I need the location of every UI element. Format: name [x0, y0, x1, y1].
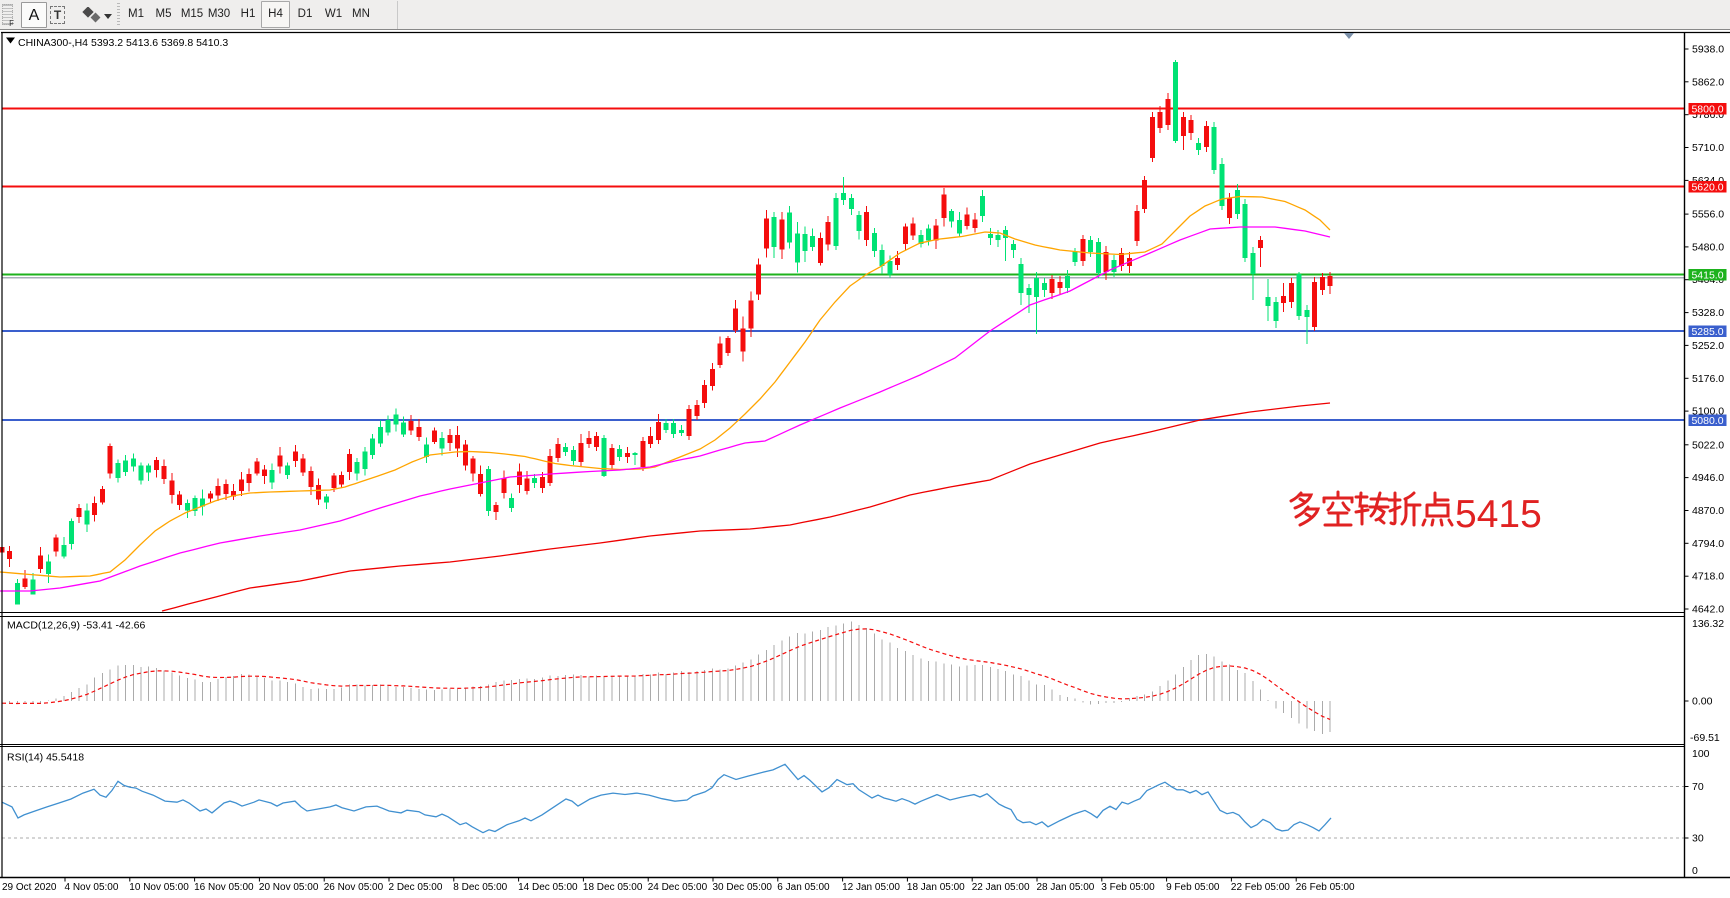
- svg-text:18 Dec 05:00: 18 Dec 05:00: [583, 882, 643, 893]
- svg-text:6 Jan 05:00: 6 Jan 05:00: [777, 882, 830, 893]
- svg-text:5328.0: 5328.0: [1692, 307, 1724, 319]
- svg-text:26 Nov 05:00: 26 Nov 05:00: [324, 882, 384, 893]
- svg-text:100: 100: [1692, 748, 1710, 760]
- svg-text:5800.0: 5800.0: [1691, 104, 1723, 116]
- svg-text:4718.0: 4718.0: [1692, 571, 1724, 583]
- svg-text:5862.0: 5862.0: [1692, 76, 1724, 88]
- svg-text:CHINA300-,H4: CHINA300-,H4: [18, 37, 88, 49]
- svg-text:RSI(14) 45.5418: RSI(14) 45.5418: [7, 752, 84, 764]
- svg-text:4946.0: 4946.0: [1692, 472, 1724, 484]
- svg-text:18 Jan 05:00: 18 Jan 05:00: [907, 882, 965, 893]
- svg-text:5710.0: 5710.0: [1692, 142, 1724, 154]
- svg-text:8 Dec 05:00: 8 Dec 05:00: [453, 882, 507, 893]
- svg-text:70: 70: [1692, 781, 1704, 793]
- svg-text:5285.0: 5285.0: [1691, 326, 1723, 338]
- svg-text:10 Nov 05:00: 10 Nov 05:00: [129, 882, 189, 893]
- svg-text:2 Dec 05:00: 2 Dec 05:00: [389, 882, 443, 893]
- svg-text:5620.0: 5620.0: [1691, 182, 1723, 194]
- svg-text:5393.2 5413.6 5369.8 5410.3: 5393.2 5413.6 5369.8 5410.3: [91, 37, 228, 49]
- svg-text:4794.0: 4794.0: [1692, 538, 1724, 550]
- svg-text:29 Oct 2020: 29 Oct 2020: [2, 882, 57, 893]
- svg-text:22 Jan 05:00: 22 Jan 05:00: [972, 882, 1030, 893]
- svg-text:14 Dec 05:00: 14 Dec 05:00: [518, 882, 578, 893]
- svg-text:136.32: 136.32: [1692, 618, 1724, 630]
- svg-text:30: 30: [1692, 833, 1704, 845]
- svg-text:24 Dec 05:00: 24 Dec 05:00: [648, 882, 708, 893]
- svg-text:5480.0: 5480.0: [1692, 241, 1724, 253]
- svg-text:5415: 5415: [1455, 493, 1542, 536]
- svg-text:28 Jan 05:00: 28 Jan 05:00: [1037, 882, 1095, 893]
- svg-text:5415.0: 5415.0: [1691, 270, 1723, 282]
- svg-text:26 Feb 05:00: 26 Feb 05:00: [1296, 882, 1355, 893]
- svg-text:0.00: 0.00: [1692, 696, 1713, 708]
- svg-text:9 Feb 05:00: 9 Feb 05:00: [1166, 882, 1220, 893]
- svg-text:30 Dec 05:00: 30 Dec 05:00: [713, 882, 773, 893]
- svg-text:5252.0: 5252.0: [1692, 340, 1724, 352]
- svg-text:5176.0: 5176.0: [1692, 373, 1724, 385]
- svg-text:5022.0: 5022.0: [1692, 439, 1724, 451]
- svg-text:-69.51: -69.51: [1690, 732, 1720, 744]
- svg-text:4642.0: 4642.0: [1692, 604, 1724, 616]
- svg-text:0: 0: [1692, 865, 1698, 877]
- svg-text:MACD(12,26,9) -53.41 -42.66: MACD(12,26,9) -53.41 -42.66: [7, 620, 145, 632]
- svg-text:3 Feb 05:00: 3 Feb 05:00: [1101, 882, 1155, 893]
- svg-text:4 Nov 05:00: 4 Nov 05:00: [65, 882, 119, 893]
- svg-text:22 Feb 05:00: 22 Feb 05:00: [1231, 882, 1290, 893]
- svg-text:20 Nov 05:00: 20 Nov 05:00: [259, 882, 319, 893]
- svg-text:4870.0: 4870.0: [1692, 505, 1724, 517]
- svg-text:16 Nov 05:00: 16 Nov 05:00: [194, 882, 254, 893]
- svg-text:5938.0: 5938.0: [1692, 44, 1724, 56]
- svg-text:12 Jan 05:00: 12 Jan 05:00: [842, 882, 900, 893]
- svg-text:5556.0: 5556.0: [1692, 209, 1724, 221]
- svg-text:5080.0: 5080.0: [1691, 415, 1723, 427]
